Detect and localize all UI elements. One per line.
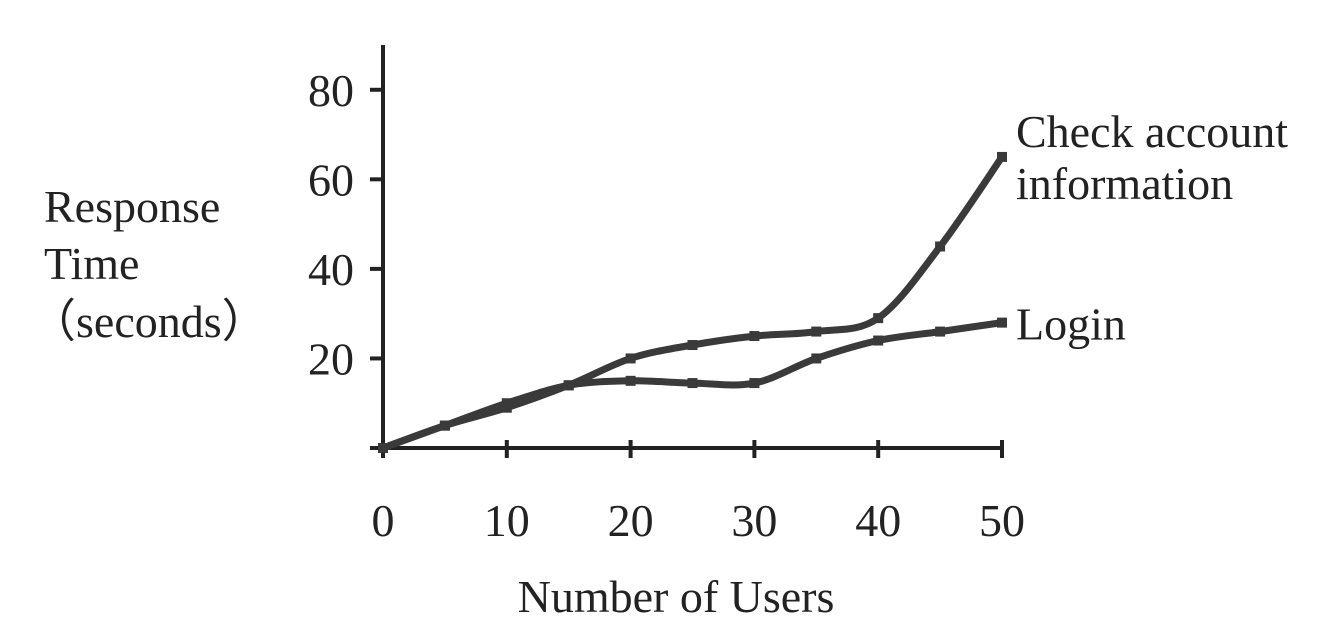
data-point-marker [687,378,698,389]
data-point-marker [501,398,512,409]
y-tick-label: 80 [308,65,354,116]
data-point-marker [873,313,884,324]
data-point-marker [935,241,946,252]
x-tick-label: 50 [979,495,1025,546]
data-point-marker [687,340,698,351]
data-point-marker [749,331,760,342]
x-tick-label: 20 [608,495,654,546]
axes [370,45,1002,458]
series-line-check-account [379,153,1006,452]
y-axis-title: Response Time （seconds） [30,181,268,347]
x-ticks: 0 10 20 30 40 50 [372,440,1025,546]
data-point-marker [749,378,760,389]
series-label: Login [1016,299,1126,350]
x-tick-label: 40 [855,495,901,546]
data-point-marker [811,326,822,337]
y-axis-title-line-3: （seconds） [30,296,268,347]
data-point-marker [378,443,388,453]
x-tick-label: 30 [731,495,777,546]
x-tick-label: 0 [372,495,395,546]
data-point-marker [997,151,1007,162]
data-point-marker [439,420,450,431]
data-point-marker [625,375,636,386]
data-point-marker [873,335,884,346]
series-label: Check account [1016,106,1288,157]
series-label: information [1016,158,1233,209]
y-ticks: 20 40 60 80 [308,65,383,384]
x-tick-label: 10 [484,495,530,546]
data-point-marker [935,326,946,337]
data-point-marker [997,317,1007,328]
y-tick-label: 20 [308,333,354,384]
y-tick-label: 60 [308,154,354,205]
data-point-marker [811,353,822,364]
series-lines [378,151,1007,453]
y-axis-title-line-1: Response [44,181,220,232]
data-point-marker [625,353,636,364]
data-point-marker [563,380,574,391]
y-tick-label: 40 [308,244,354,295]
y-axis-title-line-2: Time [44,238,139,289]
x-axis-title: Number of Users [518,571,835,622]
